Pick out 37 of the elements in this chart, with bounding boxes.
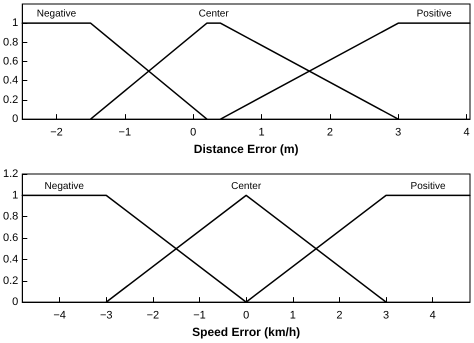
- y-tick-label: 0.4: [2, 253, 18, 266]
- x-tick-label: 3: [395, 126, 402, 139]
- series-label: Positive: [410, 180, 446, 192]
- series-label: Positive: [416, 8, 452, 20]
- x-tick-label: 4: [430, 310, 436, 322]
- x-tick-label: 0: [190, 126, 196, 139]
- x-tick-label: −1: [193, 310, 206, 322]
- x-tick-label: −2: [50, 126, 63, 139]
- x-tick-label: −4: [53, 310, 66, 322]
- x-tick-label: 1: [258, 126, 265, 139]
- y-tick-label: 0.4: [2, 74, 18, 87]
- x-tick-label: 1: [290, 310, 296, 322]
- x-axis-title: Speed Error (km/h): [192, 325, 300, 339]
- series-label: Center: [231, 180, 262, 192]
- y-tick-label: 0.6: [2, 232, 18, 244]
- y-tick-label: 1: [12, 17, 18, 30]
- y-tick-label: 0: [12, 296, 18, 308]
- x-tick-label: 2: [326, 126, 333, 139]
- x-tick-label: −3: [100, 310, 113, 322]
- y-tick-label: 1.2: [2, 168, 18, 180]
- x-tick-label: 2: [336, 310, 342, 322]
- series-label: Negative: [44, 180, 84, 192]
- y-tick-label: 1: [12, 189, 18, 202]
- y-tick-label: 0.2: [2, 94, 18, 106]
- y-tick-label: 0.6: [2, 56, 18, 68]
- x-tick-label: −1: [118, 126, 132, 139]
- y-tick-label: 0.2: [2, 274, 18, 287]
- x-axis-title: Distance Error (m): [194, 142, 298, 156]
- series-label: Center: [198, 8, 230, 20]
- series-label: Negative: [36, 8, 77, 20]
- x-tick-label: −2: [146, 310, 160, 322]
- y-tick-label: 0.8: [2, 36, 18, 48]
- y-tick-label: 0.8: [2, 210, 18, 223]
- x-tick-label: 0: [243, 310, 250, 322]
- x-tick-label: 4: [464, 126, 470, 139]
- y-tick-label: 0: [12, 113, 18, 126]
- x-tick-label: 3: [382, 310, 390, 322]
